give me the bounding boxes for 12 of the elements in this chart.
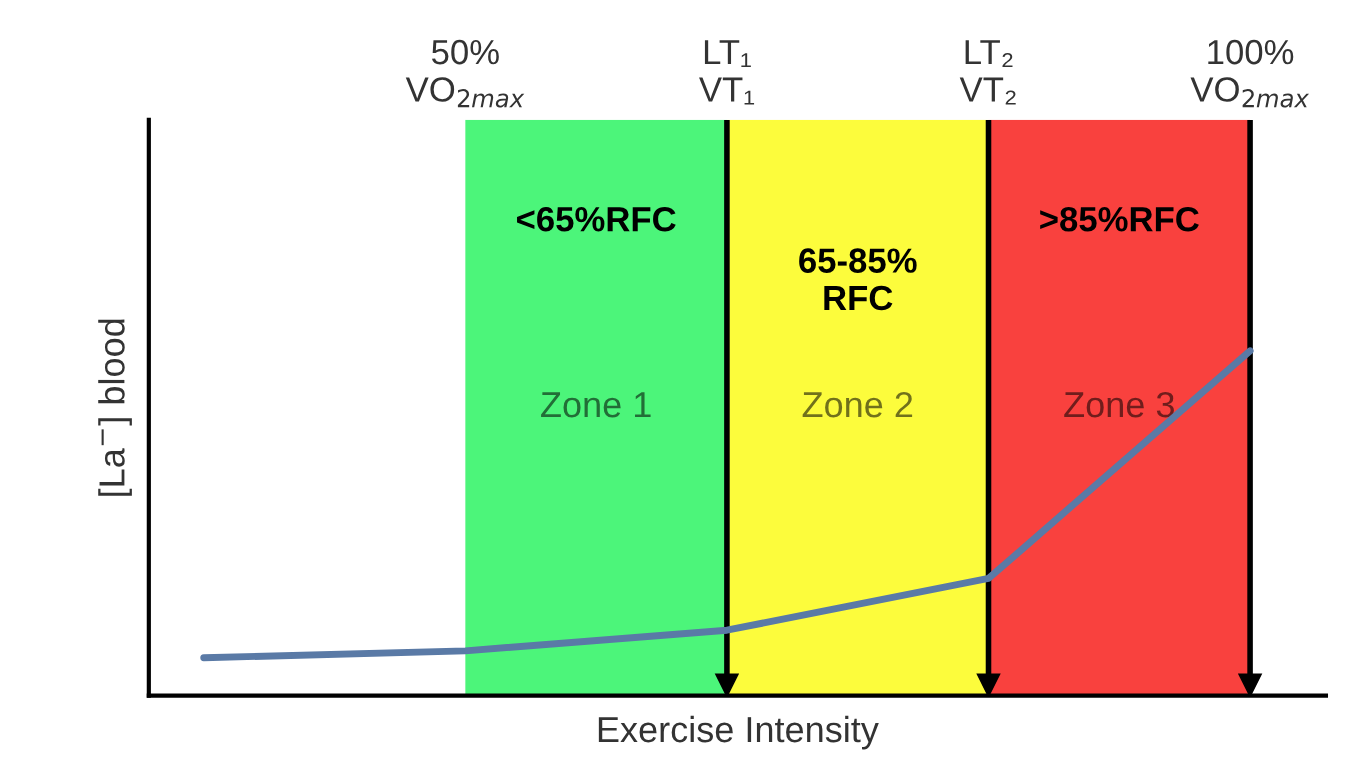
band-label: Zone 3 [1064,391,1174,418]
annotation: >85%RFC [1040,206,1199,232]
x-tick-label: 50% VO$_{2max}$ [405,39,525,108]
band-label: Zone 2 [802,391,913,418]
annotation: <65%RFC [517,206,676,232]
x-tick-label: 100% VO$_{2max}$ [1190,39,1310,108]
x-tick-label: LT₂ VT₂ [959,40,1016,105]
y-axis-title: [La$^{−}$] blood [98,319,132,496]
x-axis-title: Exercise Intensity [598,715,879,750]
annotation: 65-85% RFC [799,248,917,311]
band-label: Zone 1 [541,392,651,418]
x-tick-label: LT₁ VT₁ [699,40,755,105]
